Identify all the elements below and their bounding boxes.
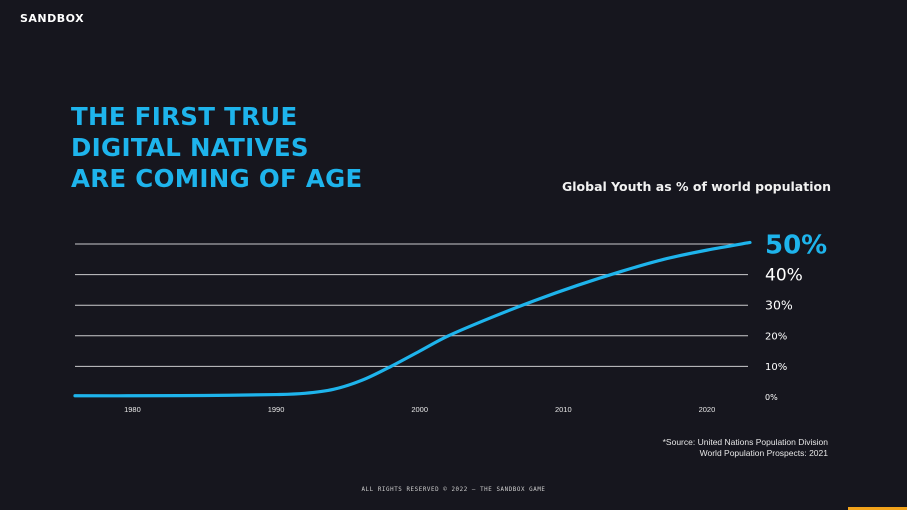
source-line-1: *Source: United Nations Population Divis… bbox=[662, 437, 828, 447]
y-tick-label-0: 0% bbox=[765, 393, 778, 402]
y-tick-label-50: 50% bbox=[765, 230, 827, 260]
y-tick-label-10: 10% bbox=[765, 362, 787, 373]
headline: THE FIRST TRUE DIGITAL NATIVES ARE COMIN… bbox=[71, 101, 363, 194]
source-line-2: World Population Prospects: 2021 bbox=[699, 448, 828, 458]
copyright-footer: ALL RIGHTS RESERVED © 2022 — THE SANDBOX… bbox=[361, 487, 546, 493]
x-tick-label-1980: 1980 bbox=[124, 405, 141, 414]
x-tick-label-1990: 1990 bbox=[268, 405, 285, 414]
y-tick-label-40: 40% bbox=[765, 266, 803, 286]
x-tick-label-2010: 2010 bbox=[555, 405, 572, 414]
chart-title: Global Youth as % of world population bbox=[562, 179, 831, 194]
x-tick-label-2020: 2020 bbox=[699, 405, 716, 414]
x-tick-label-2000: 2000 bbox=[411, 405, 428, 414]
accent-bar bbox=[848, 507, 907, 510]
y-tick-label-20: 20% bbox=[765, 331, 787, 342]
y-tick-label-30: 30% bbox=[765, 298, 793, 313]
headline-line-3: ARE COMING OF AGE bbox=[71, 164, 363, 193]
headline-line-2: DIGITAL NATIVES bbox=[71, 133, 309, 162]
source-note: *Source: United Nations Population Divis… bbox=[663, 437, 828, 459]
sandbox-logo: SANDBOX bbox=[20, 12, 85, 25]
headline-line-1: THE FIRST TRUE bbox=[71, 102, 298, 131]
series-line-0 bbox=[73, 240, 752, 398]
